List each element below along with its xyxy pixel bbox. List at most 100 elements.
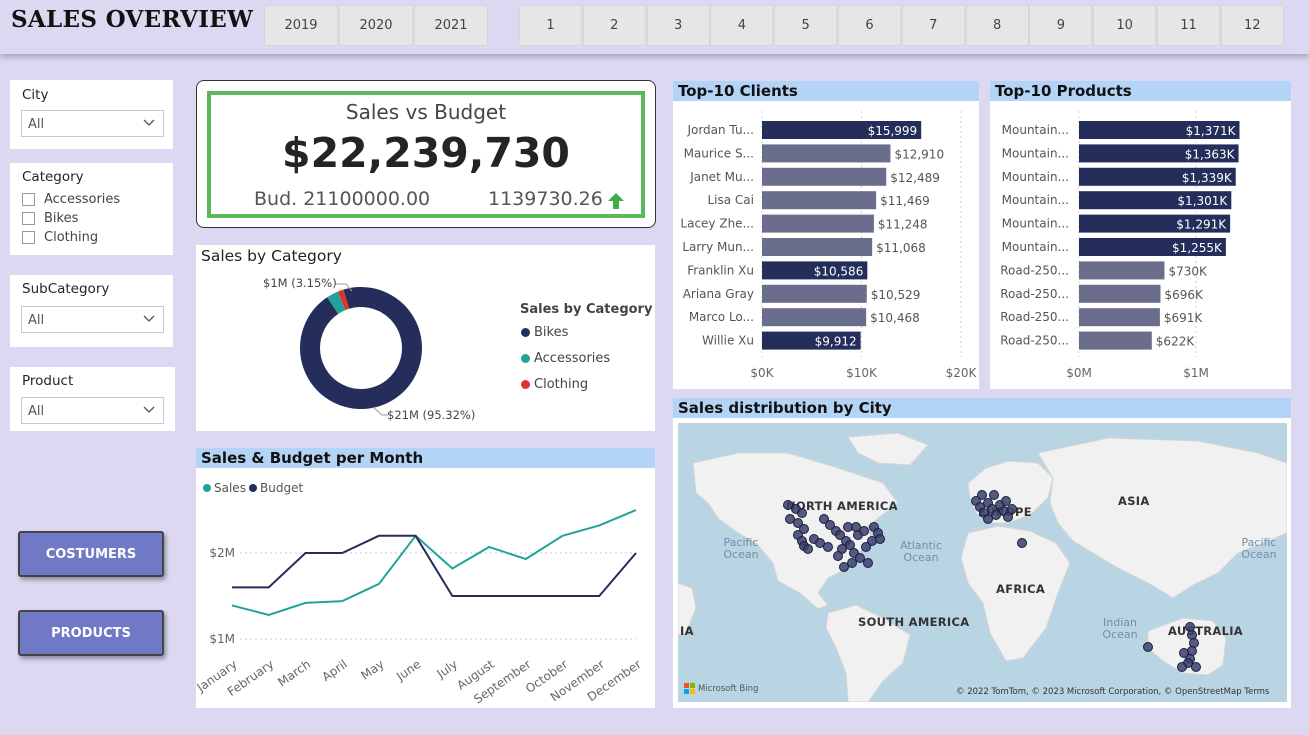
city-bubble[interactable] — [839, 562, 849, 572]
category-option-label: Accessories — [44, 191, 121, 207]
month-button-8[interactable]: 8 — [965, 5, 1029, 46]
donut-slice-accessories[interactable] — [327, 291, 346, 314]
bar[interactable] — [1079, 167, 1236, 186]
subcategory-dropdown[interactable]: All — [21, 306, 164, 333]
city-bubble[interactable] — [845, 540, 855, 550]
month-button-11[interactable]: 11 — [1157, 5, 1220, 46]
bar-value-label: $9,912 — [815, 335, 857, 349]
checkbox[interactable] — [22, 192, 35, 206]
city-bubble[interactable] — [1179, 648, 1189, 658]
month-button-12[interactable]: 12 — [1220, 5, 1284, 46]
year-button-2021[interactable]: 2021 — [414, 5, 488, 46]
city-bubble[interactable] — [1001, 496, 1011, 506]
product-dropdown[interactable]: All — [21, 397, 164, 424]
customers-button[interactable]: COSTUMERS — [18, 531, 164, 577]
city-bubble[interactable] — [835, 530, 845, 540]
checkbox[interactable] — [22, 230, 35, 244]
city-bubble[interactable] — [783, 500, 793, 510]
kpi-difference: 1139730.26 — [488, 188, 603, 210]
legend-item-bikes[interactable]: Bikes — [521, 325, 568, 340]
month-button-1[interactable]: 1 — [519, 5, 582, 46]
city-bubble[interactable] — [989, 490, 999, 500]
month-button-2[interactable]: 2 — [582, 5, 646, 46]
month-button-4[interactable]: 4 — [710, 5, 774, 46]
bar[interactable] — [762, 331, 861, 350]
donut-slice-clothing[interactable] — [337, 289, 350, 311]
bar[interactable] — [762, 121, 922, 139]
city-bubble[interactable] — [1007, 504, 1017, 514]
city-bubble[interactable] — [1003, 512, 1013, 522]
city-bubble[interactable] — [847, 558, 857, 568]
city-bubble[interactable] — [823, 542, 833, 552]
city-bubble[interactable] — [815, 538, 825, 548]
bar[interactable] — [1079, 308, 1160, 327]
bar-value-label: $1,339K — [1182, 171, 1233, 185]
bar[interactable] — [762, 191, 877, 210]
bar[interactable] — [762, 238, 873, 256]
monthly-card: Sales & Budget per Month Sales Budget $2M $… — [196, 448, 655, 708]
bar[interactable] — [1079, 191, 1232, 210]
city-bubble[interactable] — [1017, 538, 1027, 548]
kpi-budget: Bud. 21100000.00 — [254, 188, 431, 210]
bar[interactable] — [762, 284, 867, 303]
city-bubble[interactable] — [825, 520, 835, 530]
city-bubble[interactable] — [803, 544, 813, 554]
bar[interactable] — [762, 167, 887, 186]
city-bubble[interactable] — [1177, 662, 1187, 672]
city-bubble[interactable] — [851, 522, 861, 532]
city-bubble[interactable] — [855, 553, 865, 563]
kpi-title: Sales vs Budget — [345, 100, 507, 124]
bar[interactable] — [1079, 261, 1165, 280]
products-button[interactable]: PRODUCTS — [18, 610, 164, 656]
month-button-7[interactable]: 7 — [901, 5, 965, 46]
category-option-clothing[interactable]: Clothing — [22, 229, 98, 245]
city-bubble[interactable] — [861, 542, 871, 552]
city-bubble[interactable] — [819, 514, 829, 524]
legend-item-accessories[interactable]: Accessories — [521, 351, 610, 366]
donut-slice-bikes[interactable] — [300, 287, 423, 409]
series-line-sales[interactable] — [231, 509, 637, 616]
x-tick-label: $1M — [1183, 366, 1209, 380]
city-bubble[interactable] — [875, 534, 885, 544]
map-canvas[interactable]: NORTH AMERICA SOUTH AMERICA EUROPE AFRIC… — [678, 423, 1287, 702]
top-clients-card: Top-10 Clients Jordan Tu... $15,999 Mauric… — [673, 81, 979, 389]
bar[interactable] — [1079, 214, 1231, 233]
bar[interactable] — [762, 308, 867, 327]
city-bubble[interactable] — [1143, 642, 1153, 652]
city-bubble[interactable] — [833, 551, 843, 561]
city-bubble[interactable] — [793, 518, 803, 528]
bar-value-label: $10,529 — [871, 288, 921, 302]
bar[interactable] — [1079, 284, 1161, 303]
month-button-6[interactable]: 6 — [838, 5, 901, 46]
city-bubble[interactable] — [859, 526, 869, 536]
bar[interactable] — [762, 214, 874, 233]
series-line-budget[interactable] — [232, 534, 637, 597]
bar[interactable] — [1079, 144, 1239, 163]
checkbox[interactable] — [22, 211, 35, 225]
category-option-accessories[interactable]: Accessories — [22, 191, 120, 207]
month-button-3[interactable]: 3 — [646, 5, 710, 46]
bar[interactable] — [762, 261, 868, 280]
city-bubble[interactable] — [991, 510, 1001, 520]
city-bubble[interactable] — [983, 514, 993, 524]
year-button-2019[interactable]: 2019 — [264, 5, 338, 46]
legend-item-clothing[interactable]: Clothing — [521, 377, 588, 392]
month-button-5[interactable]: 5 — [774, 5, 838, 46]
year-button-2020[interactable]: 2020 — [339, 5, 413, 46]
bar[interactable] — [1079, 331, 1152, 350]
city-bubble[interactable] — [785, 514, 795, 524]
month-button-9[interactable]: 9 — [1029, 5, 1093, 46]
city-bubble[interactable] — [1191, 662, 1201, 672]
city-bubble[interactable] — [863, 558, 873, 568]
city-bubble[interactable] — [977, 490, 987, 500]
city-bubble[interactable] — [797, 508, 807, 518]
map-attribution[interactable]: © 2022 TomTom, © 2023 Microsoft Corporat… — [956, 687, 1270, 697]
city-bubble[interactable] — [799, 524, 809, 534]
bar[interactable] — [1079, 238, 1226, 256]
category-option-bikes[interactable]: Bikes — [22, 210, 78, 226]
month-button-10[interactable]: 10 — [1093, 5, 1157, 46]
city-dropdown[interactable]: All — [21, 110, 164, 137]
map-title: Sales distribution by City — [673, 398, 1291, 418]
bar[interactable] — [762, 144, 891, 163]
bar[interactable] — [1079, 121, 1240, 139]
